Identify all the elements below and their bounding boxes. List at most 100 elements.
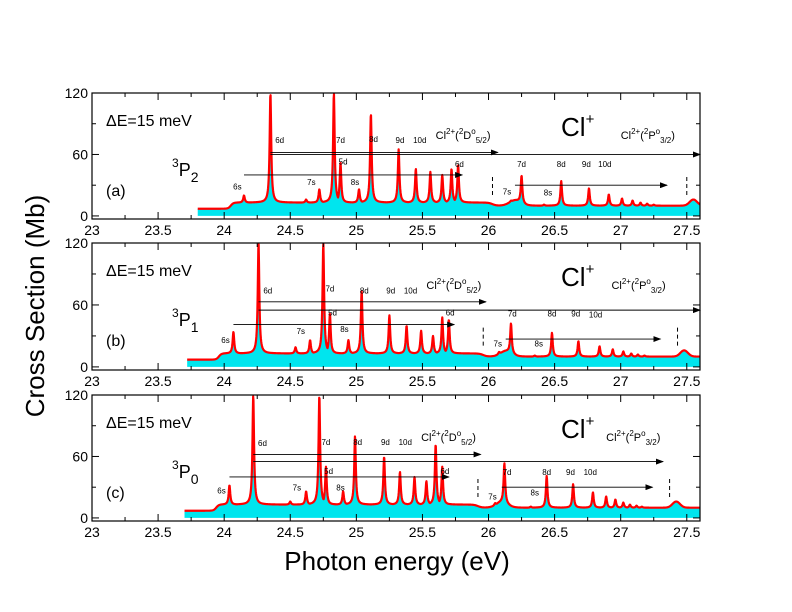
series-label: 9d: [571, 309, 580, 318]
y-tick-label: 120: [65, 235, 89, 251]
x-tick-label: 27: [613, 373, 629, 389]
x-tick-label: 27: [613, 524, 629, 540]
plot-frame: [91, 394, 701, 522]
series-label: 6d: [446, 308, 455, 317]
x-tick-label: 27.5: [673, 524, 700, 540]
series-label: 5d: [339, 158, 348, 167]
series-label: 10d: [413, 136, 426, 145]
series-label: 8d: [353, 438, 362, 447]
series-label: 8d: [542, 468, 551, 477]
series-label: 7s: [297, 327, 305, 336]
series-label: 8d: [369, 135, 378, 144]
series-label: 8s: [531, 488, 539, 497]
series-label: 10d: [584, 468, 597, 477]
x-tick-label: 27.5: [673, 373, 700, 389]
energy-resolution-label: ΔE=15 meV: [106, 415, 192, 432]
series-label: 8s: [535, 339, 543, 348]
x-tick-label: 26: [481, 373, 497, 389]
series-label: 7d: [517, 160, 526, 169]
x-tick-label: 26: [481, 222, 497, 238]
series-label: 10d: [589, 310, 602, 319]
series-label: 6d: [263, 287, 272, 296]
series-label: 6d: [275, 136, 284, 145]
y-tick-label: 0: [80, 510, 88, 526]
series-label: 9d: [396, 136, 405, 145]
series-label: 9d: [566, 468, 575, 477]
energy-resolution-label: ΔE=15 meV: [106, 113, 192, 130]
plot-frame: [91, 242, 701, 371]
panel-label: (c): [106, 485, 125, 502]
x-tick-label: 27: [613, 222, 629, 238]
series-label: 6d: [258, 439, 267, 448]
x-tick-label: 25.5: [409, 222, 436, 238]
threshold-label-2D: Cl2+(2Do5/2): [426, 277, 481, 295]
series-label: 9d: [386, 287, 395, 296]
x-tick-label: 26: [481, 524, 497, 540]
x-tick-label: 24: [216, 222, 232, 238]
state-label: 3P2: [172, 156, 199, 185]
x-axis-label: Photon energy (eV): [284, 546, 509, 576]
threshold-label-2D: Cl2+(2Do5/2): [421, 429, 476, 447]
y-tick-label: 60: [72, 146, 88, 162]
state-label: 3P1: [172, 306, 199, 335]
x-tick-label: 27.5: [673, 222, 700, 238]
spectrum-line: [196, 93, 701, 210]
series-label: 7d: [336, 136, 345, 145]
series-label: 7s: [503, 187, 511, 196]
x-tick-label: 23.5: [144, 222, 171, 238]
x-tick-label: 25.5: [409, 373, 436, 389]
y-tick-label: 120: [65, 85, 89, 101]
x-tick-label: 23.5: [144, 373, 171, 389]
series-label: 7s: [307, 178, 315, 187]
series-label: 5d: [328, 308, 337, 317]
series-label: 8d: [557, 160, 566, 169]
x-tick-label: 23: [84, 524, 100, 540]
series-label: 6s: [221, 336, 229, 345]
series-label: 7d: [508, 309, 517, 318]
x-tick-label: 24.5: [277, 222, 304, 238]
x-tick-label: 23: [84, 373, 100, 389]
panel-a: 6d 7d 8d 9d 10d 6s 7s 5d 8s 6d 7s 7d 8s 8d 9d 10d 23 23.5…: [65, 85, 701, 238]
x-tick-label: 24.5: [277, 524, 304, 540]
ion-label: Cl+: [561, 111, 595, 142]
x-tick-label: 26.5: [541, 222, 568, 238]
x-tick-label: 24: [216, 373, 232, 389]
x-tick-label: 25: [349, 222, 365, 238]
series-label: 7d: [321, 438, 330, 447]
y-tick-label: 0: [80, 359, 88, 375]
series-label: 7d: [325, 285, 334, 294]
series-label: 6d: [455, 160, 464, 169]
y-tick-label: 120: [65, 387, 89, 403]
series-label: 8s: [336, 483, 344, 492]
x-tick-label: 26.5: [541, 524, 568, 540]
threshold-label-2P: Cl2+(2Po3/2): [621, 127, 675, 145]
series-label: 10d: [404, 287, 417, 296]
series-label: 9d: [381, 438, 390, 447]
x-tick-label: 23: [84, 222, 100, 238]
y-tick-label: 0: [80, 208, 88, 224]
ion-label: Cl+: [561, 261, 595, 292]
series-label: 6s: [233, 182, 241, 191]
plot-frame: [91, 92, 701, 220]
threshold-label-2P: Cl2+(2Po3/2): [606, 429, 660, 447]
panel-label: (a): [106, 183, 126, 200]
x-tick-label: 25: [349, 524, 365, 540]
series-label: 8s: [340, 325, 348, 334]
x-tick-label: 24.5: [277, 373, 304, 389]
series-label: 7s: [488, 492, 496, 501]
ion-label: Cl+: [561, 413, 595, 444]
series-label: 8d: [548, 309, 557, 318]
y-tick-label: 60: [72, 448, 88, 464]
series-label: 10d: [399, 438, 412, 447]
series-label: 7s: [293, 483, 301, 492]
series-label: 7d: [503, 468, 512, 477]
spectrum-fill: [184, 396, 700, 518]
x-tick-label: 25: [349, 373, 365, 389]
series-label: 10d: [598, 160, 611, 169]
spectrum-line: [186, 242, 701, 361]
y-axis-label: Cross Section (Mb): [20, 195, 50, 418]
threshold-label-2D: Cl2+(2Do5/2): [436, 127, 491, 145]
spectrum-line: [183, 395, 701, 512]
series-label: 6d: [440, 467, 449, 476]
